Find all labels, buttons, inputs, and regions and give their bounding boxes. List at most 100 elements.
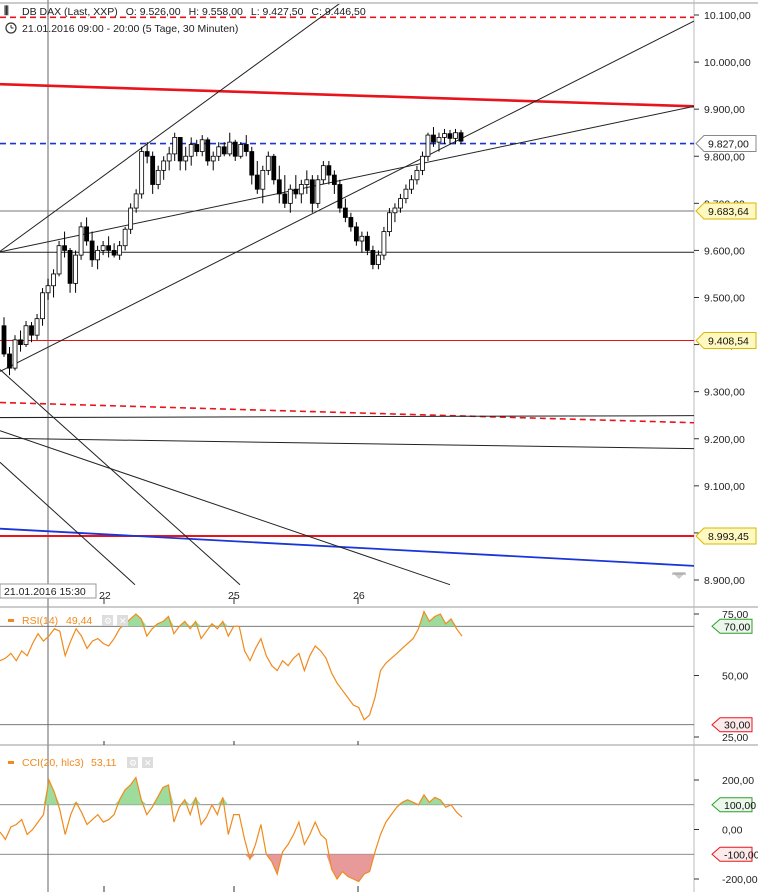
candle-body-22 (122, 228, 128, 247)
candle-body-26 (144, 151, 150, 157)
candle-body-71 (392, 207, 398, 214)
cci-line (0, 776, 463, 883)
candle-body-63 (348, 217, 354, 228)
candle-body-0 (1, 325, 7, 355)
candle-body-79 (436, 137, 442, 143)
candle-body-17 (95, 250, 101, 261)
y-tick-label-0: 10.100,00 (704, 10, 751, 22)
header-line2: 21.01.2016 09:00 - 20:00 (5 Tage, 30 Min… (22, 23, 238, 35)
candle-body-20 (111, 250, 117, 256)
candle-body-67 (370, 250, 376, 265)
trend-line-8 (0, 369, 241, 586)
rsi-line (0, 609, 463, 721)
svg-text:⚙: ⚙ (129, 759, 137, 769)
candle-body-80 (442, 133, 447, 138)
clock-icon (5, 22, 17, 34)
trend-line-5 (0, 4, 340, 252)
y-tick-label-8: 9.300,00 (704, 387, 745, 399)
scroll-down-icon[interactable] (672, 572, 686, 579)
x-axis: 21.01.2016 15:30 22 25 26 (0, 572, 686, 604)
candle-body-50 (276, 179, 282, 195)
trend-line-10 (0, 461, 136, 586)
candle-body-74 (409, 179, 414, 190)
candle-body-36 (199, 139, 205, 152)
rsi-legend: RSI(14) 49,44 ⚙ ✕ (8, 615, 128, 627)
candle-body-39 (216, 146, 222, 157)
cci-settings-icon[interactable] (127, 757, 138, 768)
candle-body-42 (232, 141, 238, 157)
candle-body-6 (34, 318, 40, 336)
candle-body-27 (150, 155, 156, 185)
candle-body-68 (376, 254, 381, 265)
rsi-level-tag-1 (711, 717, 753, 733)
candle-body-9 (51, 273, 56, 287)
candle-body-65 (359, 235, 365, 242)
candle-body-7 (40, 292, 45, 320)
candle-body-45 (249, 151, 255, 176)
cci-close-icon[interactable] (142, 757, 153, 768)
candle-body-75 (414, 169, 420, 181)
candle-body-30 (166, 153, 172, 162)
cci-overbought-fill (0, 777, 462, 805)
candle-body-73 (403, 188, 409, 200)
candle-body-25 (139, 151, 145, 195)
y-tick-label-5: 9.600,00 (704, 245, 745, 257)
candle-body-31 (172, 137, 178, 155)
value-tag-label-0: 9.827,00 (708, 139, 749, 151)
candle-body-11 (62, 245, 67, 251)
candle-body-43 (238, 144, 244, 157)
y-tick-label-6: 9.500,00 (704, 293, 745, 305)
candle-body-21 (117, 245, 123, 256)
candle-body-55 (304, 179, 310, 185)
rsi-legend-label: RSI(14) (22, 615, 58, 627)
svg-text:⚙: ⚙ (104, 617, 112, 627)
candle-body-18 (100, 245, 106, 251)
candle-body-37 (205, 139, 211, 162)
price-y-ticks: 10.100,0010.000,009.900,009.800,009.700,… (694, 10, 751, 587)
candle-body-52 (287, 188, 293, 204)
candle-body-5 (29, 325, 34, 336)
value-tag-label-2: 9.408,54 (708, 336, 749, 348)
rsi-level-label-0: 70,00 (724, 621, 750, 633)
candle-body-64 (353, 226, 359, 242)
candle-body-70 (387, 212, 392, 232)
candle-body-58 (320, 165, 326, 181)
candle-body-78 (431, 134, 436, 143)
crosshair-date-label-bg (0, 583, 97, 599)
rsi-tick-label-0: 75,00 (722, 609, 748, 621)
x-tick-25: 25 (228, 590, 240, 602)
trend-line-1 (0, 401, 694, 424)
candle-body-8 (45, 285, 51, 294)
chart-type-icon[interactable]: ⫼ (4, 4, 9, 17)
y-tick-label-2: 9.900,00 (704, 104, 745, 116)
svg-text:✕: ✕ (144, 759, 152, 769)
header-close: C: 9.446,50 (311, 6, 365, 18)
candle-body-35 (194, 144, 200, 152)
cci-tick-label-1: 0,00 (722, 825, 743, 837)
candle-body-44 (243, 144, 249, 152)
cci-legend: CCI(20, hlc3) 53,11 ⚙ ✕ (8, 757, 153, 769)
candle-body-77 (425, 134, 431, 157)
candle-body-69 (381, 231, 387, 256)
rsi-settings-icon[interactable] (102, 615, 113, 626)
cci-level-tag-0 (711, 797, 753, 813)
candle-body-53 (293, 188, 299, 195)
candle-body-4 (23, 325, 29, 345)
rsi-tick-label-1: 50,00 (722, 671, 748, 683)
candle-body-12 (67, 250, 73, 284)
cci-tick-label-2: -200,00 (722, 874, 758, 886)
cci-level-tag-1 (711, 846, 753, 862)
rsi-close-icon[interactable] (117, 615, 128, 626)
trend-line-2 (0, 527, 694, 567)
rsi-y-ticks: 70,00 30,00 75,00 50,00 25,00 (694, 609, 753, 744)
candle-body-16 (89, 240, 95, 261)
candle-body-47 (260, 169, 266, 190)
candle-body-14 (78, 226, 84, 256)
svg-text:✕: ✕ (119, 617, 127, 627)
candle-body-32 (177, 137, 183, 162)
cci-current-value: 53,11 (91, 757, 117, 769)
candle-body-34 (188, 144, 194, 157)
candle-body-38 (210, 155, 216, 162)
candle-body-49 (271, 155, 277, 181)
